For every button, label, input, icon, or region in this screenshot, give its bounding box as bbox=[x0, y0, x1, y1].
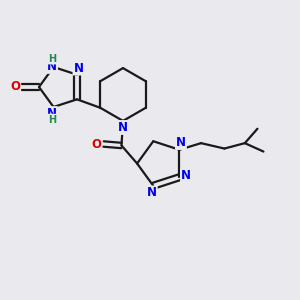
Text: O: O bbox=[91, 137, 101, 151]
Text: N: N bbox=[181, 169, 191, 182]
Text: N: N bbox=[47, 107, 57, 120]
Text: H: H bbox=[48, 115, 56, 124]
Text: O: O bbox=[10, 80, 20, 94]
Text: H: H bbox=[48, 54, 56, 64]
Text: N: N bbox=[147, 187, 157, 200]
Text: N: N bbox=[118, 121, 128, 134]
Text: N: N bbox=[74, 61, 83, 75]
Text: N: N bbox=[176, 136, 186, 149]
Text: N: N bbox=[47, 60, 57, 73]
